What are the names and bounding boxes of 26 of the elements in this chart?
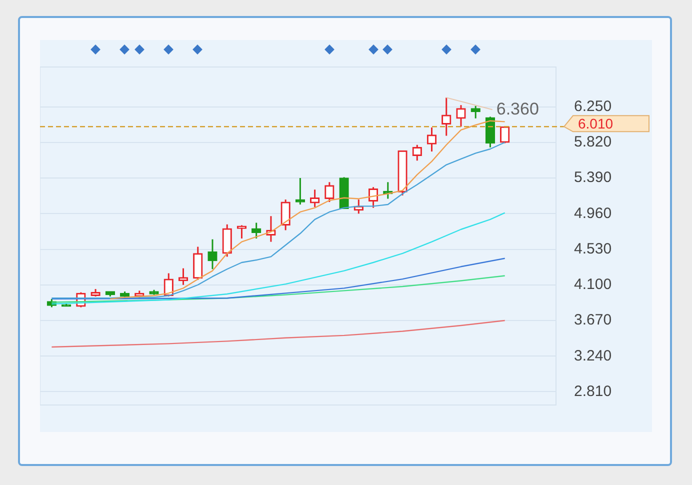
- candlestick: [178, 268, 188, 286]
- annotation: 6.360: [496, 99, 539, 118]
- candlestick: [470, 105, 480, 120]
- candlestick: [208, 238, 218, 270]
- y-tick-label: 3.240: [574, 347, 612, 364]
- ref-line-label: 6.010: [578, 116, 614, 132]
- candlestick: [412, 144, 422, 162]
- y-tick-label: 5.390: [574, 169, 612, 186]
- candlestick: [164, 272, 174, 298]
- y-tick-label: 5.820: [574, 134, 612, 151]
- y-tick-label: 4.100: [574, 276, 612, 294]
- y-tick-label: 2.810: [574, 382, 612, 400]
- candlestick: [456, 104, 466, 128]
- y-tick-label: 3.670: [574, 312, 612, 329]
- y-tick-label: 4.530: [574, 240, 612, 258]
- candlestick: [324, 181, 334, 203]
- y-tick-label: 4.960: [574, 204, 612, 222]
- candlestick: [193, 246, 203, 281]
- candlestick: [500, 126, 510, 144]
- candlestick: [426, 126, 437, 152]
- candlestick: [252, 222, 262, 240]
- candlestick: [442, 96, 452, 137]
- candlestick: [280, 198, 290, 231]
- candlestick: [222, 224, 232, 258]
- candlestick: [310, 188, 320, 208]
- y-tick-label: 6.250: [574, 98, 612, 115]
